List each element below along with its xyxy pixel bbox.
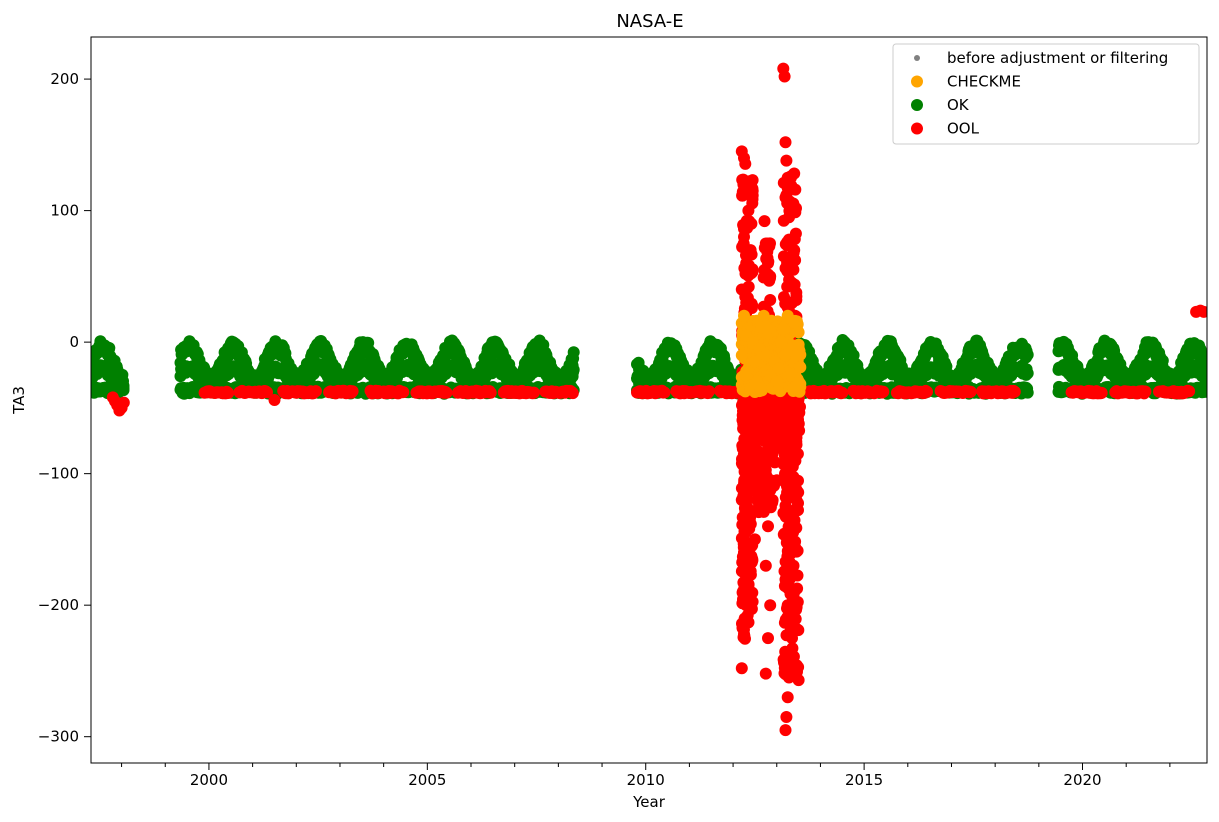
ok-point (1021, 386, 1034, 399)
chart-title: NASA-E (616, 11, 683, 32)
ok-point (117, 379, 130, 392)
ok-point (1021, 348, 1034, 361)
ok-point (567, 363, 580, 376)
ok-point (1021, 367, 1034, 380)
plot-points (91, 62, 1207, 737)
ok-series-segment (91, 335, 130, 400)
ok-point (567, 346, 580, 359)
ok-point (1156, 354, 1169, 367)
